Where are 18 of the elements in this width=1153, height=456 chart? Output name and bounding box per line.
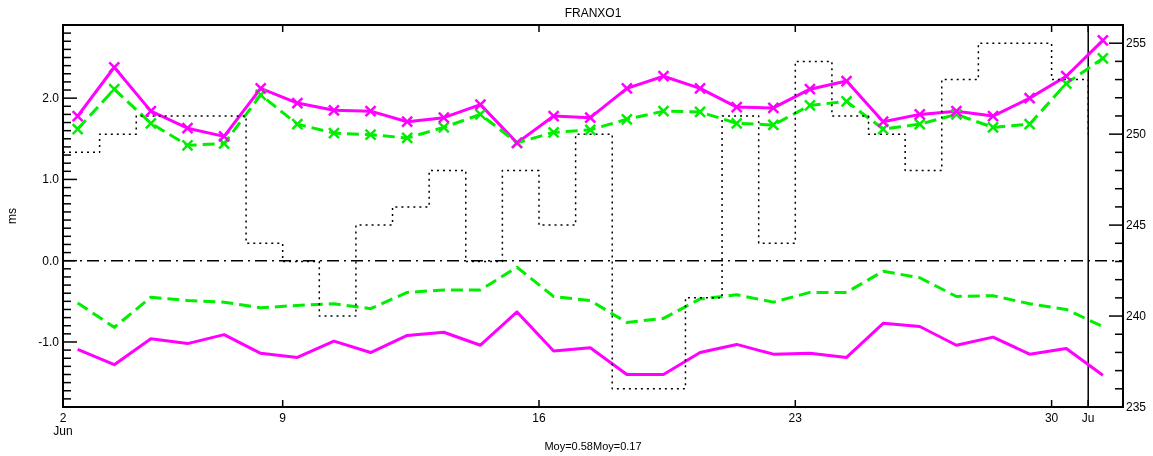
y-tick-label: 1.0 [42, 172, 60, 187]
y-axis-title: ms [5, 208, 19, 224]
x-tick-label: 23 [788, 411, 803, 425]
x-tick-label: 9 [279, 411, 287, 425]
y2-tick-label: 245 [1126, 218, 1147, 233]
y2-tick-label: 255 [1126, 36, 1147, 51]
y-tick-label: 0.0 [42, 253, 60, 268]
x-tick-label: 2 Jun [53, 411, 73, 438]
x-tick-label: 16 [532, 411, 546, 425]
chart-title: FRANXO1 [564, 6, 622, 20]
y-tick-label: 2.0 [42, 91, 60, 106]
y2-tick-label: 240 [1126, 309, 1147, 324]
x-tick-label: 30 [1044, 411, 1059, 425]
y-tick-label: -1.0 [38, 334, 60, 349]
y2-tick-label: 235 [1126, 400, 1147, 414]
x-tick-label: Ju [1081, 411, 1095, 425]
text: Moy=0.58Moy=0.17 [544, 440, 642, 452]
y2-tick-label: 250 [1126, 127, 1147, 142]
